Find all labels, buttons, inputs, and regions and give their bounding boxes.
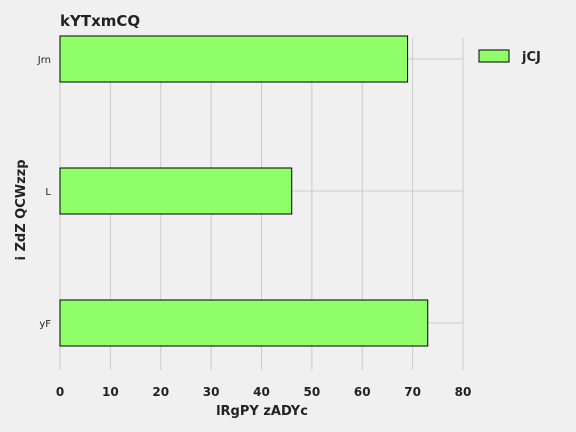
- y-tick-labels: Jrn LyF: [37, 55, 52, 330]
- x-tick-label: 40: [253, 385, 270, 399]
- y-tick-label: L: [45, 187, 51, 198]
- chart-title: kYTxmCQ: [60, 12, 140, 30]
- x-tick-label: 70: [404, 385, 421, 399]
- x-tick-label: 10: [102, 385, 119, 399]
- x-tick-label: 50: [304, 385, 321, 399]
- bars: [59, 35, 429, 347]
- x-axis-label: lRgPY zADYc: [216, 404, 308, 419]
- legend-swatch: [478, 49, 510, 63]
- x-tick-label: 80: [455, 385, 472, 399]
- x-tick-label: 0: [56, 385, 64, 399]
- x-tick-labels: 0 10 20 30 40 50 60 70 80: [56, 385, 472, 399]
- bar-L: [59, 167, 293, 215]
- y-tick-label: yF: [39, 319, 51, 330]
- legend: jCJ: [478, 49, 541, 65]
- y-tick-label: Jrn: [37, 55, 51, 66]
- y-axis-label: i ZdZ QCWzzp: [14, 159, 29, 260]
- legend-label: jCJ: [521, 50, 541, 65]
- x-tick-label: 30: [203, 385, 220, 399]
- x-tick-label: 60: [354, 385, 371, 399]
- x-tick-label: 20: [152, 385, 169, 399]
- bar-yF: [59, 299, 429, 347]
- bar-Jrn: [59, 35, 409, 83]
